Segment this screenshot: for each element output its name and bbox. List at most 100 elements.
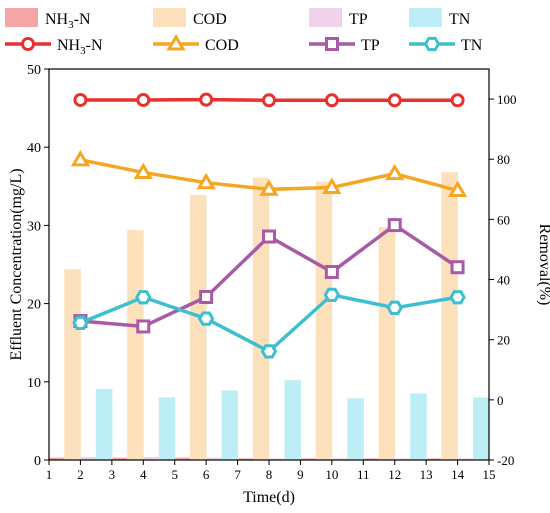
point-tp-8 xyxy=(262,229,276,244)
y-right-tick-label: 20 xyxy=(497,333,510,348)
y-right-tick-label: 40 xyxy=(497,273,510,288)
point-nh3-n-8 xyxy=(262,93,276,108)
bar-tp-8 xyxy=(268,458,286,460)
x-tick-label: 12 xyxy=(388,467,401,482)
bar-tn-12 xyxy=(410,393,427,460)
x-tick-label: 8 xyxy=(266,467,273,482)
point-tn-4 xyxy=(135,290,152,305)
bar-tn-4 xyxy=(158,397,176,460)
point-nh3-n-2 xyxy=(73,92,88,107)
x-tick-label: 3 xyxy=(109,467,116,482)
x-tick-label: 13 xyxy=(420,467,433,482)
y-right-tick-label: 60 xyxy=(497,212,510,227)
y-right-tick-label: 0 xyxy=(497,393,504,408)
x-tick-label: 6 xyxy=(203,467,210,482)
y-left-tick-label: 0 xyxy=(34,454,41,469)
point-tn-12 xyxy=(386,300,403,315)
line-layer xyxy=(70,92,468,359)
x-tick-label: 7 xyxy=(234,467,241,482)
point-tn-10 xyxy=(323,287,341,303)
legend-marker-nh3-n xyxy=(21,37,35,51)
y-left-tick-label: 10 xyxy=(27,376,41,391)
point-cod-4 xyxy=(133,162,153,179)
legend-marker-cod xyxy=(166,34,186,51)
bar-tp-6 xyxy=(205,457,223,460)
bar-cod-6 xyxy=(189,194,207,461)
point-nh3-n-14 xyxy=(450,93,465,108)
bar-nh3-n-12 xyxy=(362,458,380,460)
point-tn-6 xyxy=(197,311,215,326)
legend-bar-label-cod: COD xyxy=(193,11,227,28)
legend-line-label-cod: COD xyxy=(205,37,239,54)
point-nh3-n-4 xyxy=(136,92,151,107)
x-axis-label: Time(d) xyxy=(243,489,295,506)
legend-bar-label-tp: TP xyxy=(349,11,368,28)
bar-tp-4 xyxy=(142,456,160,460)
point-tp-14 xyxy=(450,260,465,275)
point-tp-10 xyxy=(324,265,339,280)
point-cod-14 xyxy=(447,180,468,198)
bar-nh3-n-10 xyxy=(299,458,317,460)
legend-line-label-nh3-n: NH3-N xyxy=(57,37,103,57)
bar-nh3-n-2 xyxy=(48,457,65,460)
legend-bar-swatch-tn xyxy=(409,8,442,27)
legend-line-label-tp: TP xyxy=(361,37,380,54)
legend-bar-swatch-cod xyxy=(153,8,186,27)
x-tick-label: 15 xyxy=(483,467,496,482)
x-tick-label: 4 xyxy=(140,467,147,482)
legend-marker-tp xyxy=(325,37,339,51)
point-nh3-n-12 xyxy=(387,93,402,108)
bar-nh3-n-8 xyxy=(237,458,254,460)
legend-bar-swatch-nh3-n xyxy=(5,8,38,27)
bar-tp-2 xyxy=(80,456,97,460)
bar-cod-10 xyxy=(315,181,333,460)
legend-bar-swatch-tp xyxy=(309,8,342,27)
bar-layer xyxy=(48,172,490,461)
y-right-tick-label: 80 xyxy=(497,152,510,167)
y-right-tick-label: -20 xyxy=(497,453,514,468)
legend-bar-label-nh3-n: NH3-N xyxy=(45,11,91,31)
bar-cod-4 xyxy=(127,230,144,460)
legend-line-label-tn: TN xyxy=(461,37,483,54)
bar-tp-14 xyxy=(457,458,474,460)
point-tn-2 xyxy=(72,315,89,330)
point-tp-12 xyxy=(387,218,402,233)
bar-tn-2 xyxy=(95,388,113,460)
bar-tp-10 xyxy=(331,458,349,460)
point-cod-12 xyxy=(385,163,405,181)
bar-tn-10 xyxy=(347,398,364,460)
x-tick-label: 9 xyxy=(297,467,304,482)
bar-nh3-n-14 xyxy=(425,458,443,460)
bar-cod-12 xyxy=(378,226,396,460)
x-tick-label: 14 xyxy=(451,467,465,482)
point-nh3-n-10 xyxy=(324,93,339,108)
point-tp-4 xyxy=(136,319,151,334)
x-tick-label: 11 xyxy=(357,467,370,482)
y-axis-right-label: Removal(%) xyxy=(536,224,550,306)
point-nh3-n-6 xyxy=(199,92,214,107)
x-tick-label: 2 xyxy=(77,467,84,482)
x-tick-label: 10 xyxy=(325,467,338,482)
y-right-tick-label: 100 xyxy=(497,92,517,107)
axes: 1 2 3 4 5 6 7 8 9 10 11 12 13 14 1501020304050-2002040… xyxy=(27,63,517,482)
legend-bar-label-tn: TN xyxy=(449,11,471,28)
y-axis-left-label: Effluent Concentration(mg/L) xyxy=(8,168,25,360)
bar-tp-12 xyxy=(394,458,411,460)
bar-cod-2 xyxy=(64,269,81,460)
bar-tn-8 xyxy=(284,380,301,460)
y-left-tick-label: 30 xyxy=(27,219,41,234)
legend: NH3-N COD TP TN NH3-N COD TP TN xyxy=(5,8,483,57)
point-cod-10 xyxy=(322,177,342,195)
point-cod-6 xyxy=(196,172,216,190)
bar-tn-14 xyxy=(473,397,490,460)
x-tick-label: 1 xyxy=(46,467,53,482)
bar-tn-6 xyxy=(221,390,239,460)
point-tn-8 xyxy=(260,344,278,359)
point-tp-6 xyxy=(199,289,214,304)
x-tick-label: 5 xyxy=(171,467,178,482)
bar-nh3-n-4 xyxy=(111,457,128,460)
y-left-tick-label: 40 xyxy=(27,141,41,156)
point-cod-2 xyxy=(70,149,91,167)
point-cod-8 xyxy=(259,179,279,196)
